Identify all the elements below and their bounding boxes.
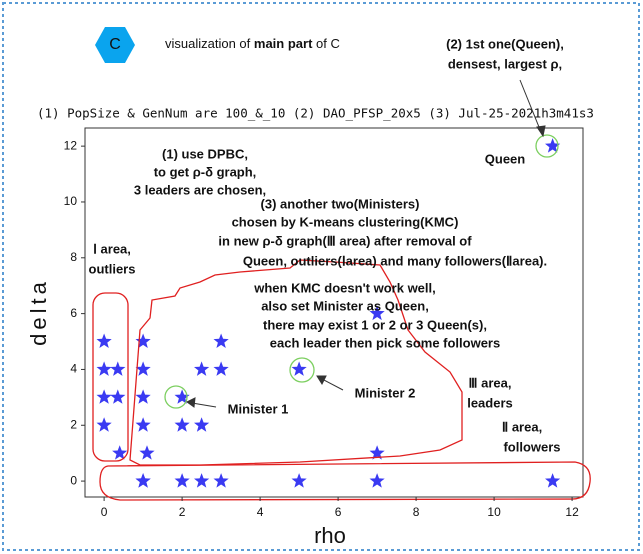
annotation: Minister 1 — [228, 401, 289, 416]
star-point — [96, 333, 112, 348]
leader-region — [129, 259, 463, 466]
x-tick-label: 0 — [101, 505, 108, 519]
figure-title: visualization of main part of C — [165, 36, 340, 51]
hexagon — [95, 27, 135, 63]
arrow-head — [316, 375, 327, 386]
star-point — [135, 473, 151, 488]
outlier-region — [92, 292, 129, 462]
y-tick-label: 2 — [70, 417, 77, 431]
annotation: also set Minister as Queen, — [261, 298, 429, 313]
x-axis-label: rho — [314, 523, 346, 548]
star-point — [291, 473, 307, 488]
arrows — [186, 79, 546, 408]
plot-frame — [84, 127, 584, 498]
arrow-head — [186, 397, 196, 408]
star-point — [291, 361, 307, 376]
arrow — [321, 378, 344, 391]
arrow — [191, 402, 217, 408]
star-point — [545, 473, 561, 488]
y-axis-label: delta — [26, 278, 51, 346]
annotation: (2) 1st one(Queen), — [446, 36, 564, 51]
annotation: when KMC doesn't work well, — [253, 280, 436, 295]
highlight-circles — [164, 134, 559, 409]
queen-circle — [535, 134, 559, 158]
star-point — [369, 305, 385, 321]
x-tick-label: 10 — [487, 505, 501, 519]
star-point — [369, 473, 385, 488]
star-point — [213, 473, 229, 488]
minister-circle — [289, 357, 315, 383]
annotation: in new ρ-δ graph(Ⅲ area) after removal o… — [218, 233, 472, 248]
annotation: Ⅲ area, — [469, 375, 512, 390]
star-point — [96, 361, 112, 376]
annotation: (3) another two(Ministers) — [261, 196, 420, 211]
x-tick-label: 4 — [257, 505, 264, 519]
arrow — [519, 79, 542, 133]
star-point — [545, 138, 561, 153]
star-point — [174, 389, 190, 404]
title-part: of C — [312, 36, 339, 51]
annotation: followers — [503, 439, 560, 454]
region-outlines — [92, 259, 591, 501]
y-tick-label: 4 — [70, 362, 77, 376]
star-point — [194, 473, 210, 488]
star-point — [110, 389, 126, 404]
star-point — [174, 417, 190, 432]
y-tick-label: 10 — [64, 194, 78, 208]
annotation: 3 leaders are chosen, — [134, 182, 266, 197]
minister-circle — [164, 385, 188, 409]
annotation: outliers — [89, 261, 136, 276]
star-point — [369, 445, 385, 460]
star-point — [110, 361, 126, 376]
star-point — [213, 333, 229, 348]
star-point — [135, 361, 151, 376]
annotation: Minister 2 — [355, 385, 416, 400]
star-point — [194, 361, 210, 376]
annotation: Queen — [485, 151, 526, 166]
y-tick-label: 8 — [70, 250, 77, 264]
annotation: Queen, outliers(Ⅰarea) and many follower… — [243, 253, 547, 268]
x-tick-label: 6 — [335, 505, 342, 519]
annotation: to get ρ-δ graph, — [154, 164, 257, 179]
annotation: Ⅱ area, — [502, 419, 542, 434]
arrow-head — [536, 125, 546, 138]
annotation: (1) use DPBC, — [162, 146, 248, 161]
follower-region — [99, 461, 591, 501]
annotation: Ⅰ area, — [93, 241, 131, 256]
star-point — [96, 417, 112, 432]
annotation: there may exist 1 or 2 or 3 Queen(s), — [263, 317, 487, 332]
star-point — [112, 445, 128, 460]
annotation: leaders — [467, 395, 513, 410]
subtitle: (1) PopSize & GenNum are 100_&_10 (2) DA… — [37, 106, 594, 121]
y-tick-label: 12 — [64, 138, 78, 152]
y-tick-label: 6 — [70, 306, 77, 320]
annotations: (2) 1st one(Queen), densest, largest ρ, (1… — [89, 36, 564, 454]
star-point — [194, 417, 210, 432]
x-tick-label: 12 — [565, 505, 579, 519]
title-part: visualization of — [165, 36, 254, 51]
annotation: each leader then pick some followers — [270, 335, 500, 350]
marks — [96, 138, 561, 488]
star-point — [135, 333, 151, 348]
star-point — [139, 445, 155, 460]
x-tick-label: 2 — [179, 505, 186, 519]
star-point — [96, 389, 112, 404]
x-tick-label: 8 — [413, 505, 420, 519]
hexagon-label: C — [109, 36, 121, 53]
annotation: chosen by K-means clustering(KMC) — [232, 214, 459, 229]
star-point — [213, 361, 229, 376]
star-point — [135, 389, 151, 404]
title-part: main part — [254, 36, 313, 51]
star-point — [135, 417, 151, 432]
star-point — [174, 473, 190, 488]
annotation: densest, largest ρ, — [448, 56, 562, 71]
y-tick-label: 0 — [70, 473, 77, 487]
